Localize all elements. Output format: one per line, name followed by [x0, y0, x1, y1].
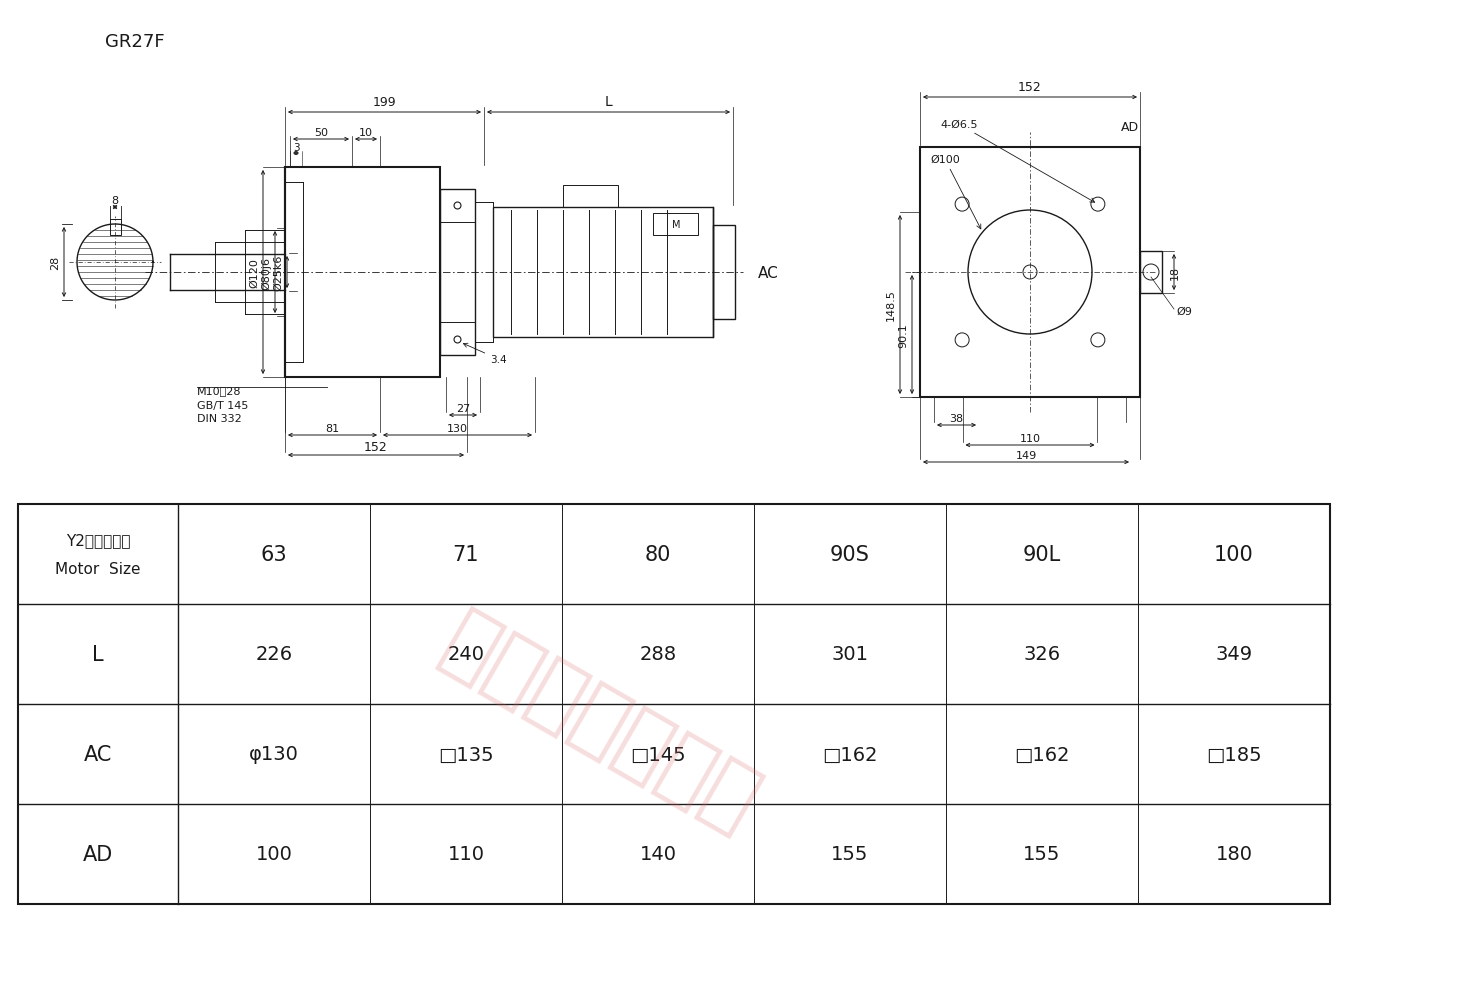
Bar	[1140, 252, 1162, 294]
Text: 10: 10	[358, 128, 373, 138]
Text: Ø25k6: Ø25k6	[273, 255, 284, 291]
Text: φ130: φ130	[250, 744, 298, 764]
Text: 140: 140	[639, 845, 677, 864]
Bar	[494, 207, 712, 338]
Text: 110: 110	[1019, 434, 1040, 444]
Bar	[18, 504, 1329, 904]
Text: Ø100: Ø100	[930, 155, 981, 229]
Text: 155: 155	[1024, 845, 1061, 864]
Text: 80: 80	[645, 544, 671, 564]
Text: Ø9: Ø9	[1177, 307, 1191, 317]
Text: 50: 50	[314, 128, 328, 138]
Text: M: M	[671, 219, 680, 229]
Text: 288: 288	[639, 645, 677, 664]
Text: 152: 152	[1018, 81, 1042, 94]
Text: 63: 63	[260, 544, 288, 564]
Text: 349: 349	[1215, 645, 1253, 664]
Text: 148.5: 148.5	[886, 290, 896, 321]
Text: 28: 28	[50, 256, 60, 270]
Text: 3.4: 3.4	[463, 344, 507, 365]
Text: 240: 240	[448, 645, 485, 664]
Text: 100: 100	[1213, 544, 1255, 564]
Text: 8: 8	[112, 195, 119, 205]
Text: Ø120: Ø120	[250, 258, 259, 288]
Text: 81: 81	[326, 424, 339, 434]
Text: GR27F: GR27F	[104, 33, 165, 51]
Text: 18: 18	[1169, 266, 1180, 280]
Text: 301: 301	[831, 645, 868, 664]
Text: DIN 332: DIN 332	[197, 414, 242, 424]
Text: 90L: 90L	[1022, 544, 1061, 564]
Text: AC: AC	[758, 266, 779, 281]
Text: □145: □145	[630, 744, 686, 764]
Text: 100: 100	[256, 845, 292, 864]
Text: 149: 149	[1015, 451, 1037, 461]
Text: 90S: 90S	[830, 544, 870, 564]
Text: □162: □162	[1014, 744, 1069, 764]
Text: M10深28: M10深28	[197, 386, 241, 396]
Text: AD: AD	[82, 844, 113, 864]
Text: 110: 110	[448, 845, 485, 864]
Text: 326: 326	[1024, 645, 1061, 664]
Bar	[110, 219, 120, 235]
Text: Ø80j6: Ø80j6	[261, 257, 270, 290]
Text: 226: 226	[256, 645, 292, 664]
Text: 180: 180	[1215, 845, 1253, 864]
Text: L: L	[93, 644, 104, 664]
Text: AD: AD	[1121, 121, 1138, 134]
Text: 130: 130	[447, 424, 469, 434]
Text: 27: 27	[455, 404, 470, 414]
Text: 38: 38	[949, 414, 964, 424]
Text: Y2电机机座号: Y2电机机座号	[66, 533, 131, 548]
Text: 4-Ø6.5: 4-Ø6.5	[940, 120, 1094, 203]
Text: 71: 71	[452, 544, 479, 564]
Text: 3: 3	[292, 143, 300, 153]
Text: □162: □162	[823, 744, 878, 764]
Text: □185: □185	[1206, 744, 1262, 764]
Text: □135: □135	[438, 744, 494, 764]
Text: 152: 152	[364, 441, 388, 454]
Text: AC: AC	[84, 744, 112, 765]
Text: 90.1: 90.1	[898, 323, 908, 348]
Text: Motor  Size: Motor Size	[56, 561, 141, 576]
Bar	[563, 185, 618, 207]
Bar	[712, 225, 734, 320]
Text: GB/T 145: GB/T 145	[197, 401, 248, 411]
Text: 江苏南马特传动: 江苏南马特传动	[427, 600, 771, 845]
Bar	[285, 167, 441, 378]
Text: 155: 155	[831, 845, 868, 864]
Bar	[441, 189, 474, 356]
Text: L: L	[605, 95, 613, 109]
Bar	[920, 148, 1140, 398]
Bar	[654, 213, 698, 235]
Text: 199: 199	[373, 96, 397, 109]
